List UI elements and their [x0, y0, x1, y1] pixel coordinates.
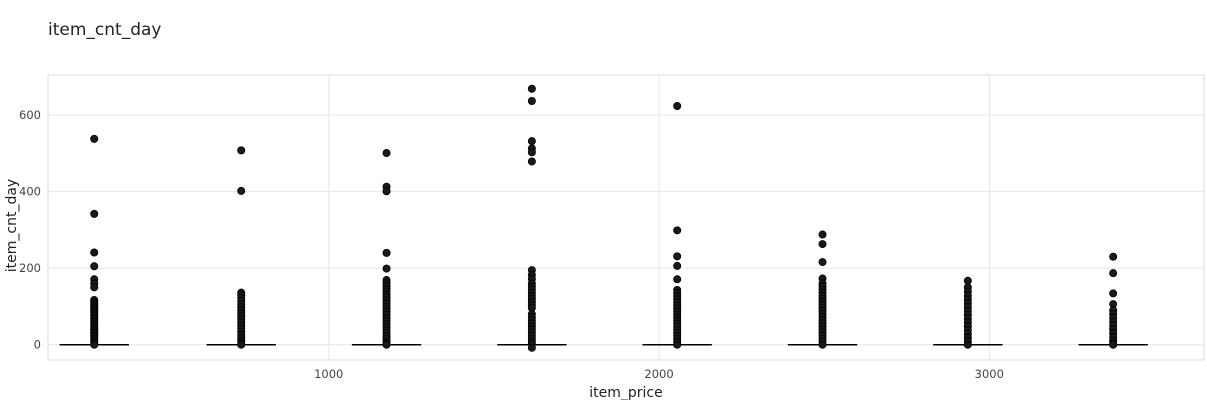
- x-tick-label: 3000: [975, 367, 1004, 381]
- group-8: [1109, 252, 1118, 349]
- data-point: [90, 134, 99, 143]
- group-1: [90, 134, 99, 349]
- data-point: [818, 258, 827, 267]
- plot-frame: [47, 74, 1205, 361]
- x-axis-title: item_price: [589, 385, 662, 400]
- data-point: [90, 262, 99, 271]
- data-point: [382, 149, 391, 158]
- data-point: [90, 209, 99, 218]
- data-point: [818, 230, 827, 239]
- x-tick-labels: 1000 2000 3000: [314, 367, 1004, 381]
- plot-border: [47, 74, 1205, 361]
- group-2: [237, 146, 246, 349]
- data-point: [673, 252, 682, 261]
- group-4: [527, 84, 536, 352]
- data-point: [237, 186, 246, 195]
- x-tick-label: 2000: [644, 367, 673, 381]
- data-point: [382, 264, 391, 273]
- grid-layer: [48, 75, 1204, 360]
- group-6: [818, 230, 827, 349]
- data-point: [673, 275, 682, 284]
- group-7: [963, 276, 972, 349]
- data-point: [527, 97, 536, 106]
- data-point: [382, 248, 391, 257]
- group-5: [673, 101, 682, 349]
- data-point: [527, 148, 536, 157]
- y-axis-title: item_cnt_day: [4, 179, 20, 272]
- data-point: [527, 343, 536, 352]
- data-point: [527, 157, 536, 166]
- data-point: [90, 340, 99, 349]
- y-tick-label: 0: [34, 338, 41, 352]
- data-point: [1109, 252, 1118, 261]
- data-point: [382, 187, 391, 196]
- data-point: [673, 261, 682, 270]
- data-point: [527, 137, 536, 146]
- data-point: [1109, 269, 1118, 278]
- data-point: [237, 340, 246, 349]
- x-tick-label: 1000: [314, 367, 343, 381]
- data-point: [818, 240, 827, 249]
- data-points: [90, 84, 1118, 352]
- y-tick-label: 600: [19, 108, 41, 122]
- data-point: [673, 226, 682, 235]
- data-point: [90, 283, 99, 292]
- data-point: [382, 340, 391, 349]
- y-tick-label: 200: [19, 261, 41, 275]
- y-tick-label: 400: [19, 185, 41, 199]
- group-3: [382, 149, 391, 349]
- data-point: [963, 340, 972, 349]
- y-tick-labels: 0 200 400 600: [19, 108, 41, 352]
- data-point: [1109, 289, 1118, 298]
- data-point: [818, 340, 827, 349]
- data-point: [673, 340, 682, 349]
- data-point: [527, 84, 536, 93]
- data-point: [1109, 340, 1118, 349]
- data-point: [90, 248, 99, 257]
- data-point: [673, 101, 682, 110]
- chart-title: item_cnt_day: [48, 20, 162, 40]
- data-point: [237, 146, 246, 155]
